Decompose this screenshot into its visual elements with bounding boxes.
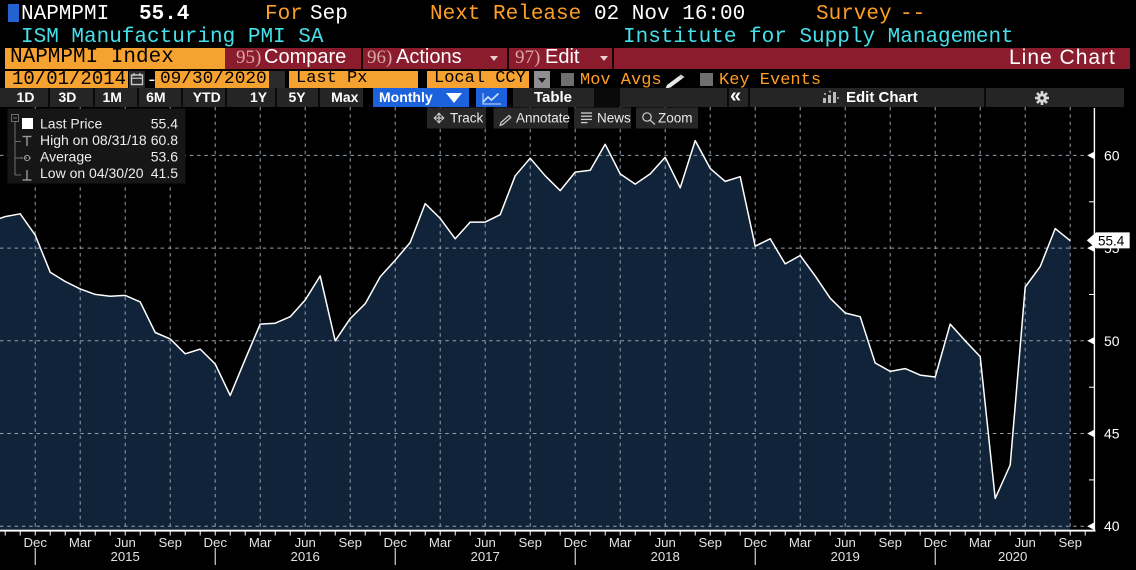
svg-text:Mar: Mar	[429, 535, 452, 550]
svg-text:Jun: Jun	[835, 535, 856, 550]
svg-text:Sep: Sep	[878, 535, 901, 550]
svg-text:Jun: Jun	[655, 535, 676, 550]
svg-text:60.8: 60.8	[151, 132, 178, 148]
svg-text:Jun: Jun	[115, 535, 136, 550]
svg-text:55.4: 55.4	[1098, 233, 1125, 248]
svg-text:Jun: Jun	[295, 535, 316, 550]
svg-text:53.6: 53.6	[151, 149, 178, 165]
svg-text:Mar: Mar	[69, 535, 92, 550]
svg-text:Jun: Jun	[475, 535, 496, 550]
svg-text:50: 50	[1104, 333, 1120, 349]
svg-text:40: 40	[1104, 518, 1120, 534]
svg-text:Track: Track	[450, 111, 483, 126]
svg-text:Dec: Dec	[203, 535, 227, 550]
svg-text:Mar: Mar	[969, 535, 992, 550]
svg-text:2018: 2018	[651, 549, 680, 564]
svg-text:Sep: Sep	[518, 535, 541, 550]
svg-text:45: 45	[1104, 426, 1120, 442]
svg-text:News: News	[597, 111, 631, 126]
svg-text:Dec: Dec	[563, 535, 587, 550]
svg-text:Mar: Mar	[249, 535, 272, 550]
svg-text:Dec: Dec	[383, 535, 407, 550]
svg-text:Mar: Mar	[789, 535, 812, 550]
svg-text:Jun: Jun	[1015, 535, 1036, 550]
svg-text:2015: 2015	[111, 549, 140, 564]
svg-text:2020: 2020	[998, 549, 1027, 564]
svg-text:Dec: Dec	[23, 535, 47, 550]
svg-text:High on 08/31/18: High on 08/31/18	[40, 132, 147, 148]
svg-text:Sep: Sep	[698, 535, 721, 550]
svg-text:Sep: Sep	[338, 535, 361, 550]
svg-text:60: 60	[1104, 147, 1120, 163]
svg-text:Average: Average	[40, 149, 92, 165]
svg-text:Annotate: Annotate	[516, 111, 570, 126]
svg-text:2017: 2017	[471, 549, 500, 564]
svg-text:2019: 2019	[831, 549, 860, 564]
svg-text:Sep: Sep	[1058, 535, 1081, 550]
svg-text:Dec: Dec	[743, 535, 767, 550]
svg-text:Low on 04/30/20: Low on 04/30/20	[40, 165, 144, 181]
svg-text:41.5: 41.5	[151, 165, 178, 181]
svg-text:Dec: Dec	[923, 535, 947, 550]
svg-text:Sep: Sep	[158, 535, 181, 550]
svg-text:Last Price: Last Price	[40, 116, 102, 132]
svg-text:2016: 2016	[291, 549, 320, 564]
svg-text:Mar: Mar	[609, 535, 632, 550]
svg-text:Zoom: Zoom	[658, 111, 693, 126]
svg-text:55.4: 55.4	[151, 116, 178, 132]
